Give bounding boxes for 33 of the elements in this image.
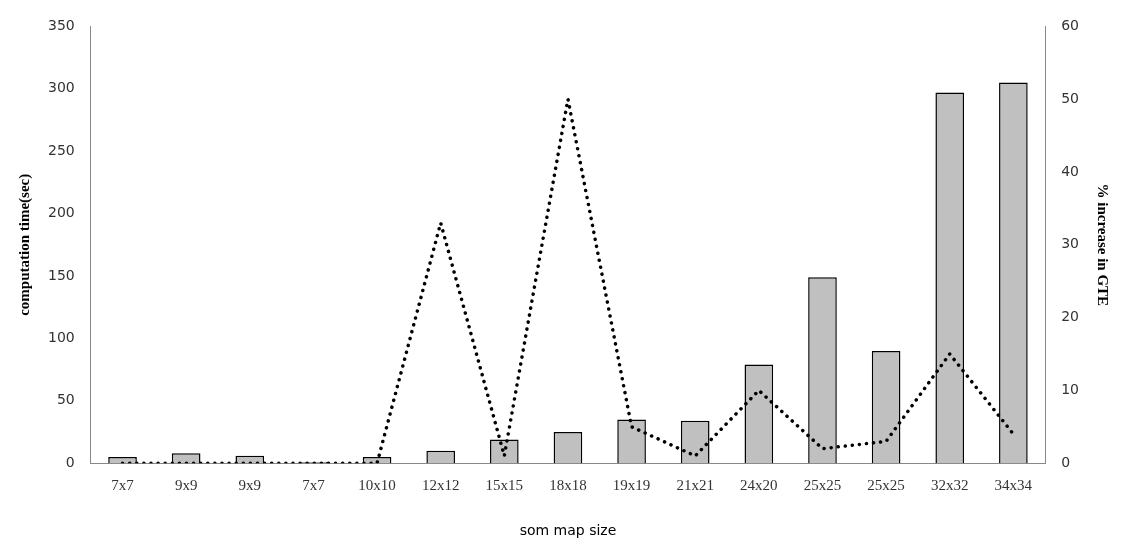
- x-axis-title: som map size: [519, 522, 617, 539]
- y-tick-label: 0: [65, 453, 75, 470]
- y-tick-label: 200: [47, 204, 75, 221]
- y-tick-label: 350: [47, 17, 75, 34]
- y2-axis-title: % increase in GTE: [1095, 183, 1112, 307]
- y2-tick-label: 0: [1061, 453, 1071, 470]
- y2-tick-label: 30: [1061, 235, 1080, 252]
- y2-tick-label: 50: [1061, 89, 1080, 106]
- x-tick-label: 24x20: [740, 477, 778, 494]
- y2-tick-label: 40: [1061, 162, 1080, 179]
- y-tick-label: 100: [47, 329, 75, 346]
- y-tick-label: 150: [47, 266, 75, 283]
- y-tick-label: 300: [47, 79, 75, 96]
- y-tick-label: 50: [56, 391, 75, 408]
- y2-tick-label: 60: [1061, 17, 1080, 34]
- x-tick-label: 7x7: [302, 477, 326, 494]
- x-tick-label: 15x15: [485, 477, 524, 494]
- x-tick-label: 21x21: [676, 477, 714, 494]
- x-tick-label: 12x12: [421, 477, 460, 494]
- x-tick-label: 32x32: [930, 477, 969, 494]
- y-axis-title: computation time(sec): [15, 173, 33, 316]
- x-tick-label: 34x34: [994, 477, 1033, 494]
- x-tick-label: 10x10: [358, 477, 396, 494]
- x-tick-label: 25x25: [803, 477, 842, 494]
- x-tick-label: 18x18: [549, 477, 587, 494]
- y2-tick-label: 20: [1061, 308, 1080, 325]
- x-tick-label: 25x25: [867, 477, 905, 494]
- x-tick-label: 7x7: [111, 477, 135, 494]
- x-tick-label: 9x9: [174, 477, 198, 494]
- x-tick-label: 19x19: [612, 477, 651, 494]
- x-tick-label: 9x9: [238, 477, 262, 494]
- y2-tick-label: 10: [1061, 381, 1080, 398]
- y-tick-label: 250: [47, 141, 75, 158]
